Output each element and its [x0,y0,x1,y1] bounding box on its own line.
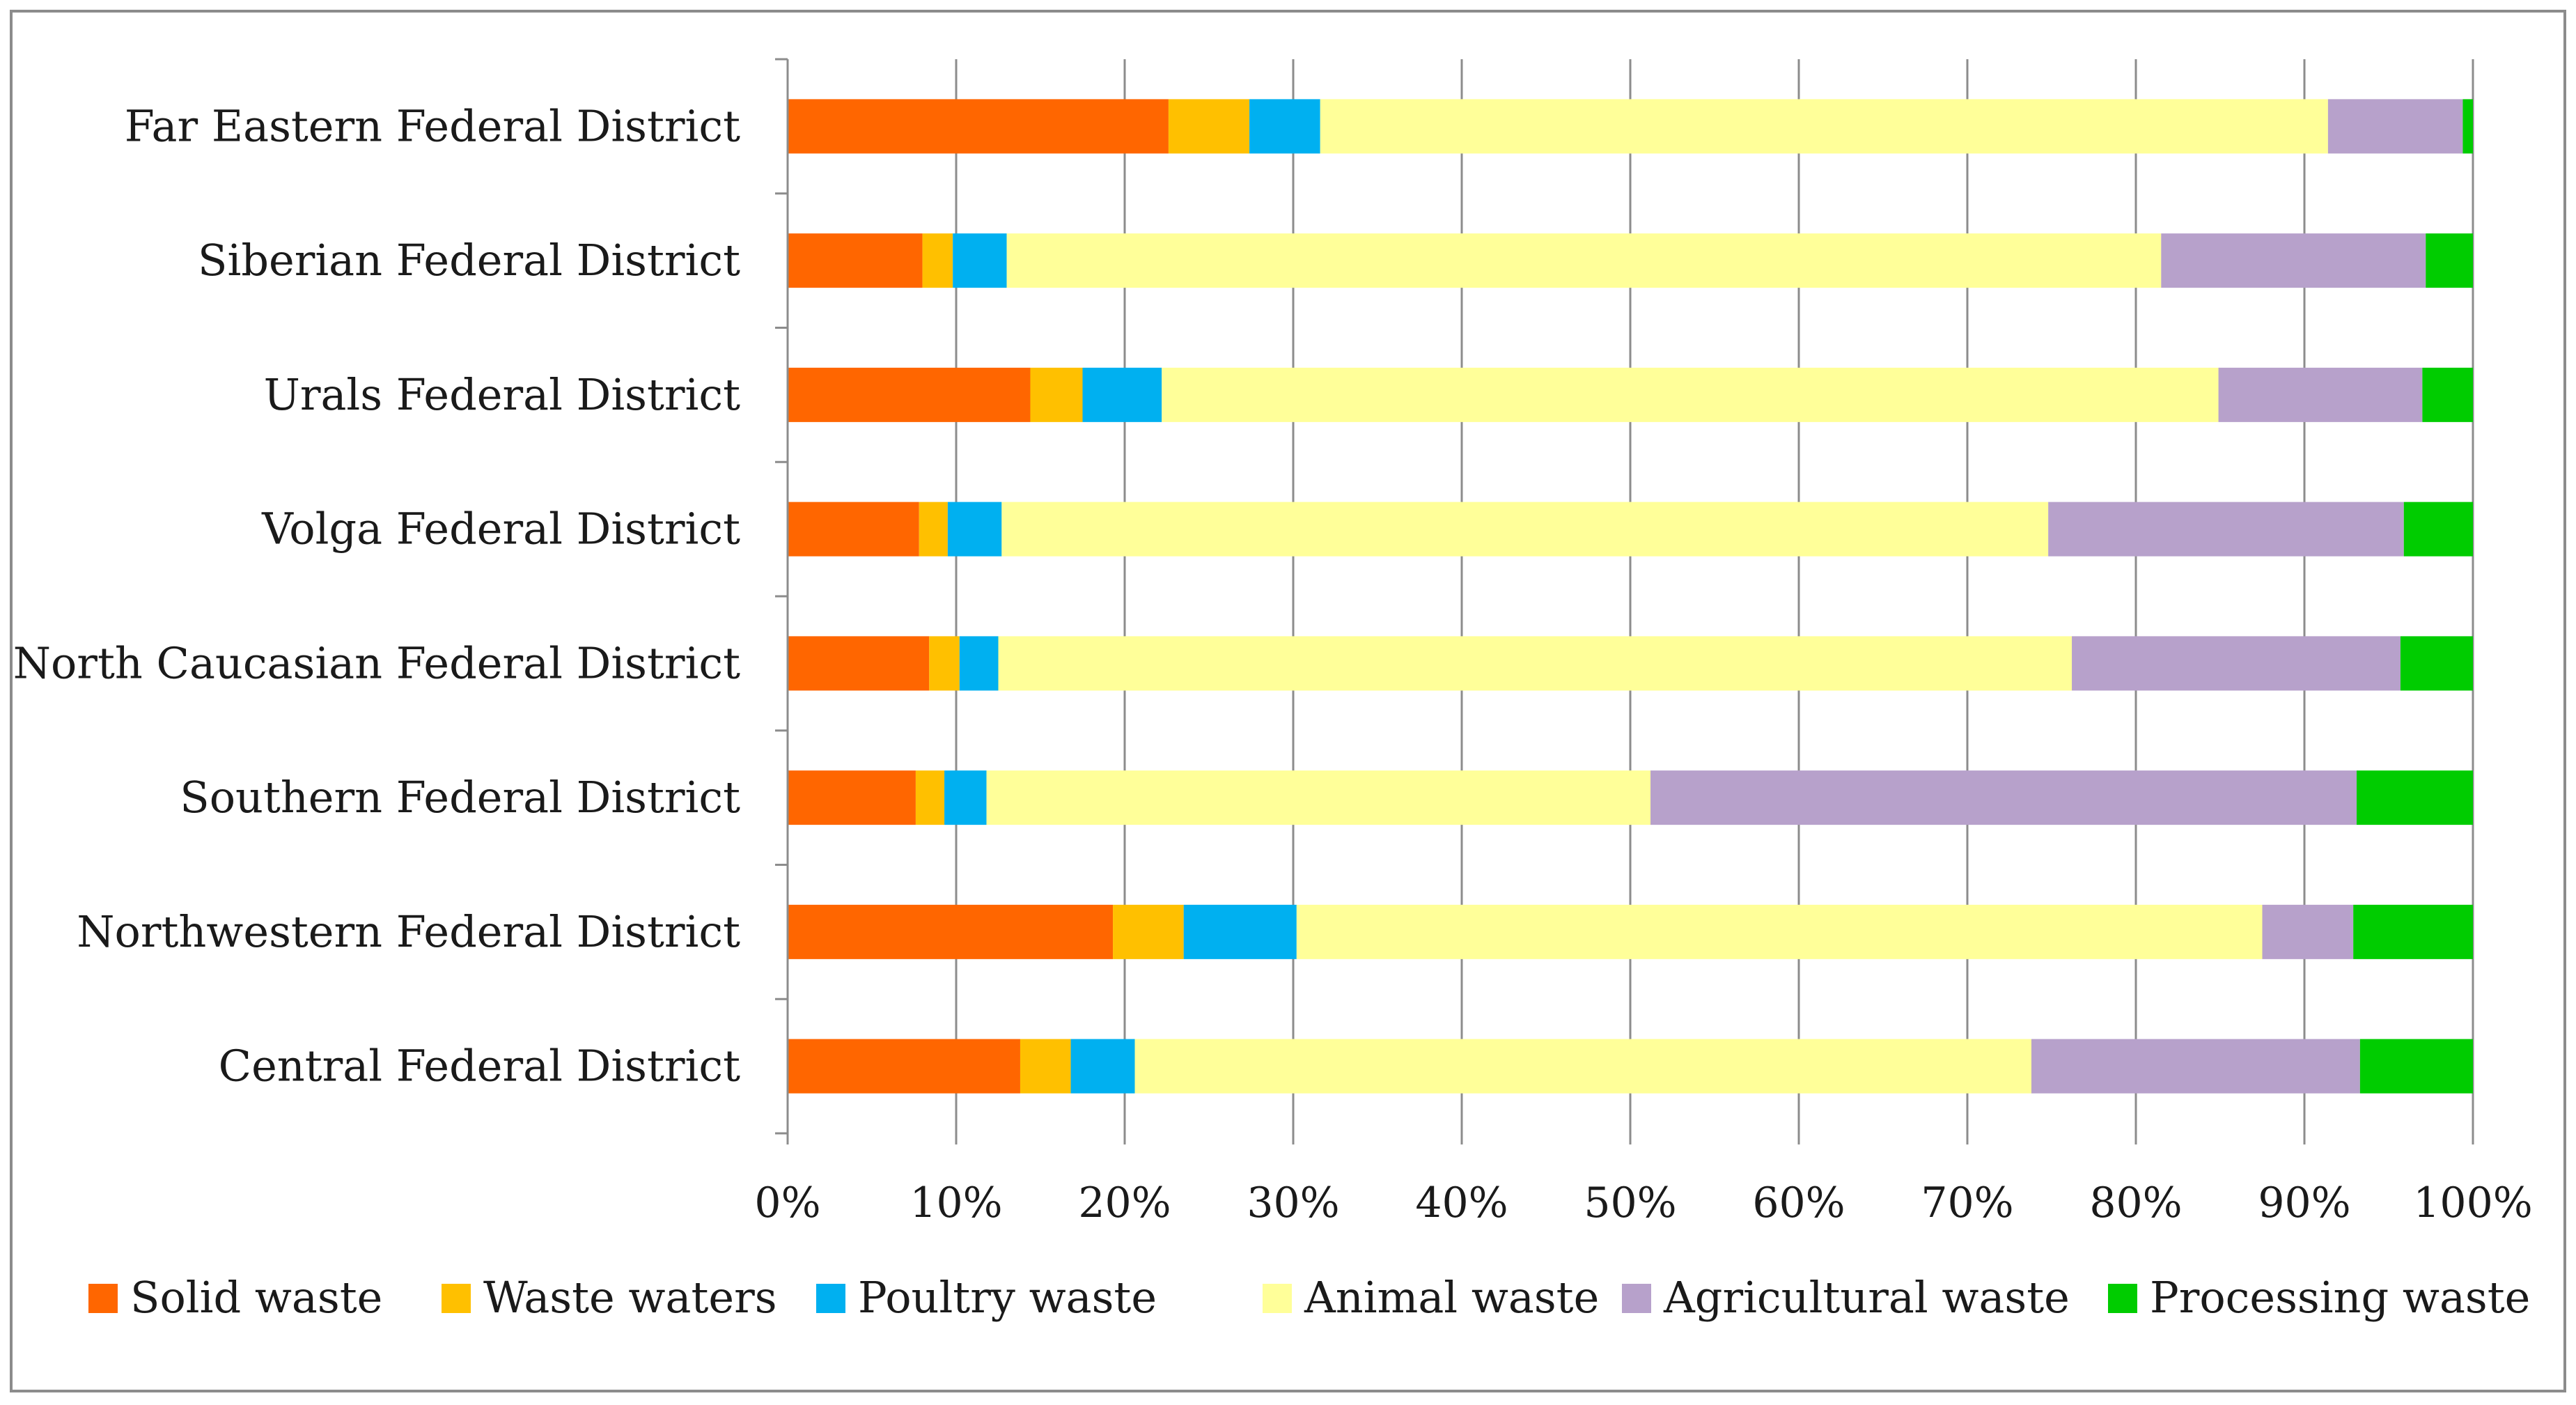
category-label: Northwestern Federal District [77,906,740,957]
bar-segment [1320,99,2328,154]
bar-segment [1296,904,2263,959]
bar-segment [986,770,1651,825]
legend-label: Poultry waste [858,1272,1157,1323]
bar-segment [2327,99,2463,154]
bar-segment [2426,233,2473,288]
category-label: Southern Federal District [180,772,740,823]
bar-segment [1030,367,1083,422]
x-tick-label: 90% [2258,1179,2350,1227]
bar-segment [788,502,919,557]
bar-segment [2072,636,2401,691]
bar-segment [1249,99,1320,154]
bar-segment [2422,367,2473,422]
bar-segment [1113,904,1184,959]
bar-segment [788,636,930,691]
legend-swatch [88,1284,118,1313]
bar-segment [2462,99,2473,154]
bar-segment [1162,367,2219,422]
bar-segment [922,233,953,288]
legend-label: Agricultural waste [1663,1272,2070,1323]
bar-segment [2031,1039,2360,1094]
x-tick-label: 60% [1752,1179,1845,1227]
bar-segment [944,770,987,825]
bar-segment [2218,367,2423,422]
x-tick-label: 100% [2413,1179,2533,1227]
x-tick-label: 0% [754,1179,820,1227]
bar-segment [788,233,923,288]
bar-segment [2353,904,2473,959]
legend-swatch [816,1284,845,1313]
bar-segment [788,904,1114,959]
x-tick-label: 70% [1921,1179,2013,1227]
bars [788,99,2473,1094]
category-label: Urals Federal District [264,369,741,420]
bar-segment [2048,502,2404,557]
bar-segment [919,502,948,557]
legend-swatch [1622,1284,1651,1313]
bar-segment [788,367,1031,422]
x-tick-label: 10% [910,1179,1002,1227]
bar-segment [959,636,999,691]
bar-segment [947,502,1002,557]
bar-segment [953,233,1007,288]
bar-segment [1183,904,1297,959]
bar-segment [1070,1039,1135,1094]
legend-label: Animal waste [1304,1272,1599,1323]
bar-segment [1001,502,2049,557]
bar-segment [1020,1039,1071,1094]
category-label: Far Eastern Federal District [125,100,740,151]
category-label: Siberian Federal District [198,235,740,286]
category-label: Volga Federal District [261,504,740,554]
legend-label: Waste waters [483,1272,777,1323]
legend: Solid waste Waste waters Poultry waste Anim… [88,1272,2530,1323]
category-label: Central Federal District [219,1041,740,1092]
legend-label: Processing waste [2150,1272,2530,1323]
bar-segment [2262,904,2354,959]
bar-segment [2403,502,2473,557]
legend-label: Solid waste [130,1272,382,1323]
bar-segment [2357,770,2473,825]
bar-segment [1082,367,1162,422]
x-tick-label: 20% [1078,1179,1171,1227]
bar-segment [1168,99,1250,154]
category-label: North Caucasian Federal District [13,637,740,688]
legend-swatch [2108,1284,2137,1313]
x-tick-label: 30% [1247,1179,1339,1227]
x-tick-label: 80% [2089,1179,2182,1227]
bar-segment [2400,636,2473,691]
bar-segment [788,1039,1020,1094]
bar-segment [915,770,945,825]
x-tick-label: 50% [1584,1179,1676,1227]
bar-segment [788,99,1169,154]
legend-swatch [1263,1284,1292,1313]
bar-segment [1650,770,2357,825]
labels: 0% 10% 20% 30% 40% 50% 60% 70% 80% 90% 100% Far Eas… [13,100,2533,1227]
bar-segment [1006,233,2162,288]
bar-segment [2161,233,2426,288]
legend-swatch [442,1284,471,1313]
x-tick-label: 40% [1415,1179,1508,1227]
bar-segment [998,636,2072,691]
bar-segment [1134,1039,2031,1094]
axes [775,58,2474,1144]
bar-segment [2359,1039,2473,1094]
bar-segment [788,770,916,825]
bar-segment [929,636,960,691]
